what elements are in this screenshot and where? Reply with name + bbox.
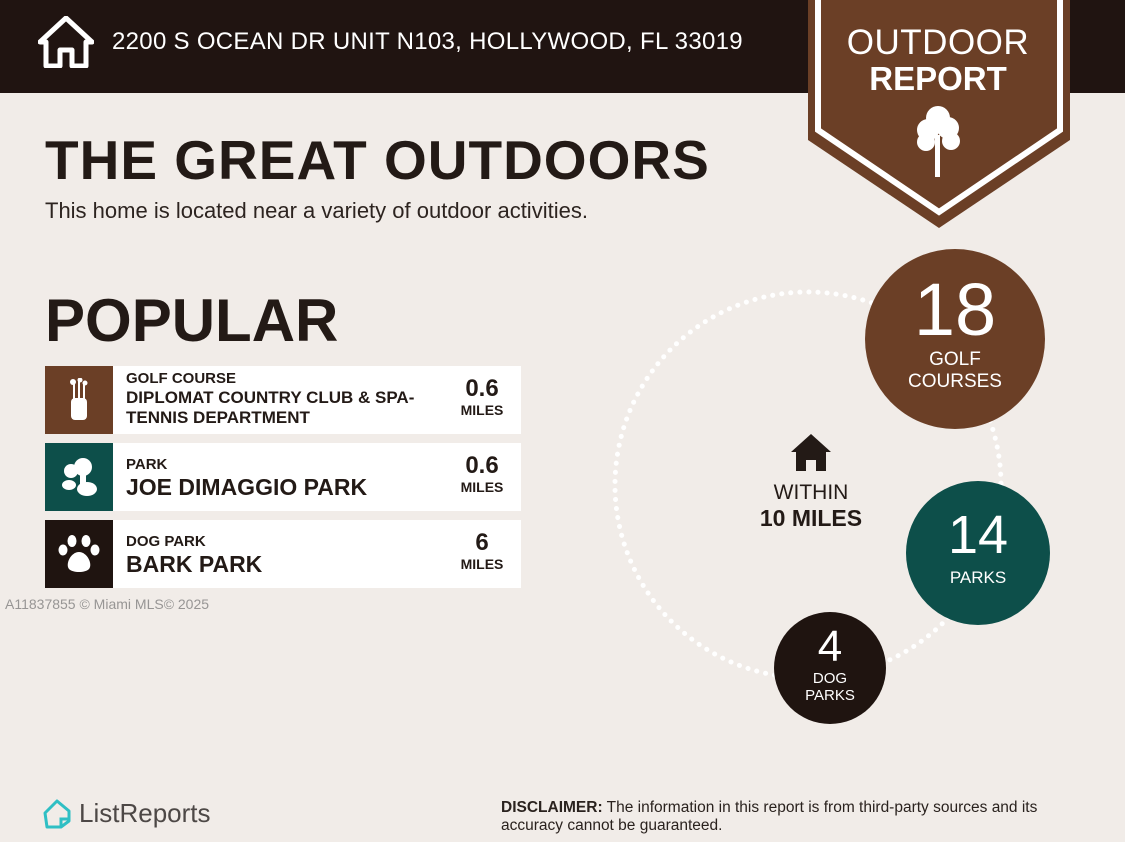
item-category: PARK — [126, 456, 168, 473]
item-category: GOLF COURSE — [126, 370, 237, 387]
disclaimer-label: DISCLAIMER: — [501, 799, 603, 816]
within-distance: 10 MILES — [759, 505, 863, 531]
item-distance: 0.6 MILES — [457, 375, 507, 419]
golf-bag-icon — [45, 366, 113, 434]
listreports-logo-icon — [43, 799, 71, 828]
list-item: PARK JOE DIMAGGIO PARK 0.6 MILES — [45, 443, 521, 511]
dog-parks-count-bubble: 4 DOG PARKS — [774, 612, 886, 724]
item-category: DOG PARK — [126, 533, 206, 550]
dog-label-2: PARKS — [805, 687, 855, 705]
within-radius: WITHIN 10 MILES — [740, 481, 882, 531]
parks-label: PARKS — [949, 567, 1007, 587]
item-name: JOE DIMAGGIO PARK — [126, 474, 368, 500]
list-item: GOLF COURSE DIPLOMAT COUNTRY CLUB & SPA-… — [45, 366, 521, 434]
tree-icon — [917, 106, 960, 177]
golf-courses-count-bubble: 18 GOLF COURSES — [865, 249, 1045, 429]
distance-unit: MILES — [460, 556, 504, 572]
distance-value: 0.6 — [465, 375, 499, 402]
disclaimer: DISCLAIMER: The information in this repo… — [501, 799, 1101, 835]
dog-count: 4 — [817, 622, 843, 671]
listreports-logo: ListReports — [43, 798, 211, 829]
distance-unit: MILES — [460, 479, 504, 495]
parks-count: 14 — [947, 505, 1009, 565]
parks-count-bubble: 14 PARKS — [906, 481, 1050, 625]
golf-count: 18 — [913, 268, 997, 351]
item-name: DIPLOMAT COUNTRY CLUB & SPA-TENNIS DEPAR… — [126, 388, 415, 427]
page-title: THE GREAT OUTDOORS — [45, 129, 710, 191]
item-name: BARK PARK — [126, 551, 263, 577]
watermark: A11837855 © Miami MLS© 2025 — [5, 596, 210, 612]
item-distance: 0.6 MILES — [457, 452, 507, 496]
badge-title-line1: OUTDOOR — [846, 23, 1030, 62]
trees-icon — [45, 443, 113, 511]
dog-label-1: DOG — [812, 670, 848, 688]
golf-label-1: GOLF — [929, 348, 981, 370]
property-address: 2200 S OCEAN DR UNIT N103, HOLLYWOOD, FL… — [112, 28, 743, 55]
distance-value: 0.6 — [465, 452, 499, 479]
list-item: DOG PARK BARK PARK 6 MILES — [45, 520, 521, 588]
disclaimer-text: The information in this report is from t… — [501, 799, 1038, 834]
paw-icon — [45, 520, 113, 588]
popular-heading: POPULAR — [45, 287, 339, 354]
page-subtitle: This home is located near a variety of o… — [45, 198, 588, 223]
within-label: WITHIN — [773, 481, 849, 504]
badge-title-line2: REPORT — [869, 60, 1007, 97]
brand-name: ListReports — [79, 798, 211, 828]
outdoor-report-badge — [808, 0, 1070, 228]
distance-unit: MILES — [460, 402, 504, 418]
distance-value: 6 — [475, 529, 489, 556]
golf-label-2: COURSES — [908, 370, 1002, 392]
home-icon — [38, 16, 94, 68]
item-distance: 6 MILES — [457, 529, 507, 573]
home-icon — [791, 434, 831, 471]
